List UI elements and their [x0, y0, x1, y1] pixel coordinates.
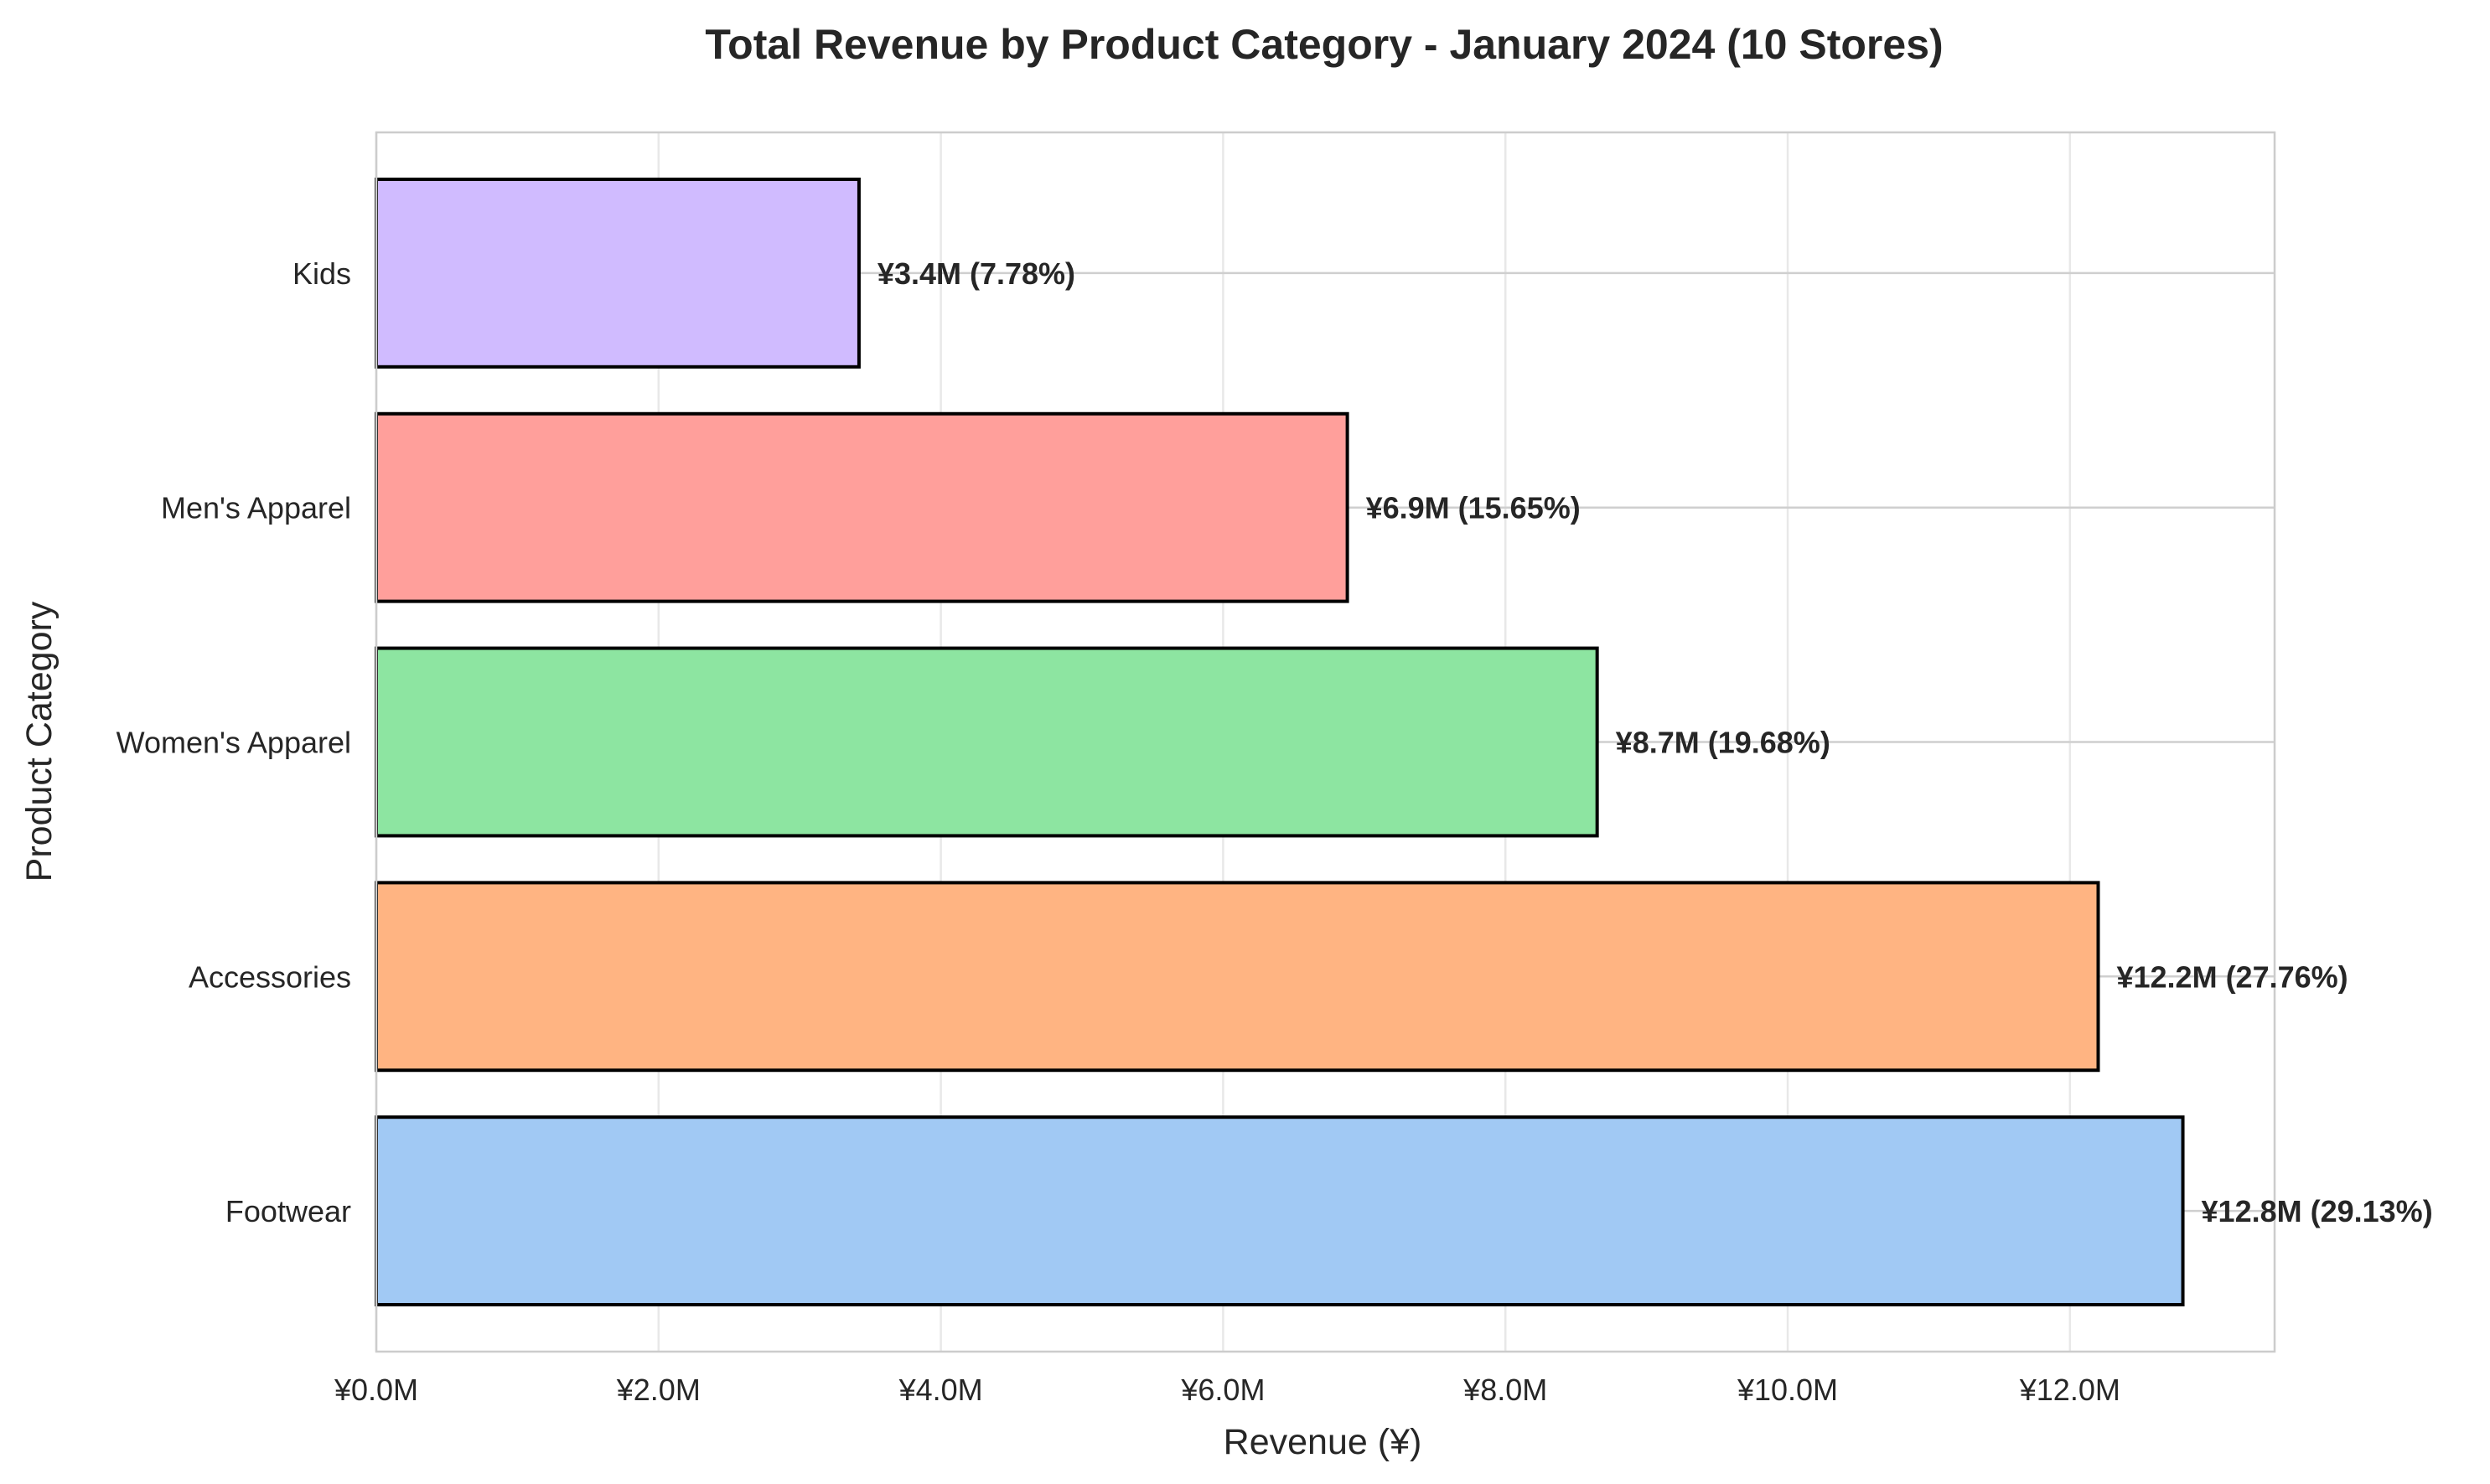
tick-labels: ¥0.0M ¥2.0M ¥4.0M ¥6.0M ¥8.0M ¥10.0M ¥12.0M Foo…	[116, 256, 2120, 1407]
y-tick-label: Kids	[292, 256, 351, 291]
y-tick-label: Men's Apparel	[161, 491, 351, 525]
x-tick-label: ¥10.0M	[1737, 1373, 1838, 1407]
x-tick-label: ¥6.0M	[1180, 1373, 1265, 1407]
bars	[375, 177, 2185, 1307]
x-tick-label: ¥4.0M	[898, 1373, 983, 1407]
bar-accessories	[375, 881, 2100, 1073]
bar-kids	[375, 177, 861, 369]
bar-women-s-apparel	[375, 646, 1599, 838]
data-label-footwear: ¥12.8M (29.13%)	[2202, 1194, 2433, 1228]
data-labels: ¥12.8M (29.13%) ¥12.2M (27.76%) ¥8.7M (19.…	[877, 256, 2433, 1228]
x-tick-label: ¥8.0M	[1462, 1373, 1547, 1407]
x-tick-label: ¥12.0M	[2019, 1373, 2120, 1407]
bar-men-s-apparel	[375, 411, 1349, 603]
y-tick-label: Footwear	[225, 1194, 351, 1228]
x-tick-label: ¥2.0M	[616, 1373, 701, 1407]
data-label-women-s-apparel: ¥8.7M (19.68%)	[1616, 726, 1830, 760]
y-axis-label: Product Category	[19, 601, 60, 882]
y-tick-label: Women's Apparel	[116, 726, 351, 760]
x-tick-label: ¥0.0M	[334, 1373, 418, 1407]
y-tick-label: Accessories	[189, 959, 351, 994]
data-label-kids: ¥3.4M (7.78%)	[877, 256, 1075, 291]
plot-area-frame	[375, 131, 2276, 1353]
bar-footwear	[375, 1115, 2185, 1307]
chart-title: Total Revenue by Product Category - Janu…	[705, 21, 1943, 68]
data-label-accessories: ¥12.2M (27.76%)	[2116, 959, 2348, 994]
data-label-men-s-apparel: ¥6.9M (15.65%)	[1366, 491, 1581, 525]
x-axis-label: Revenue (¥)	[1224, 1422, 1422, 1462]
